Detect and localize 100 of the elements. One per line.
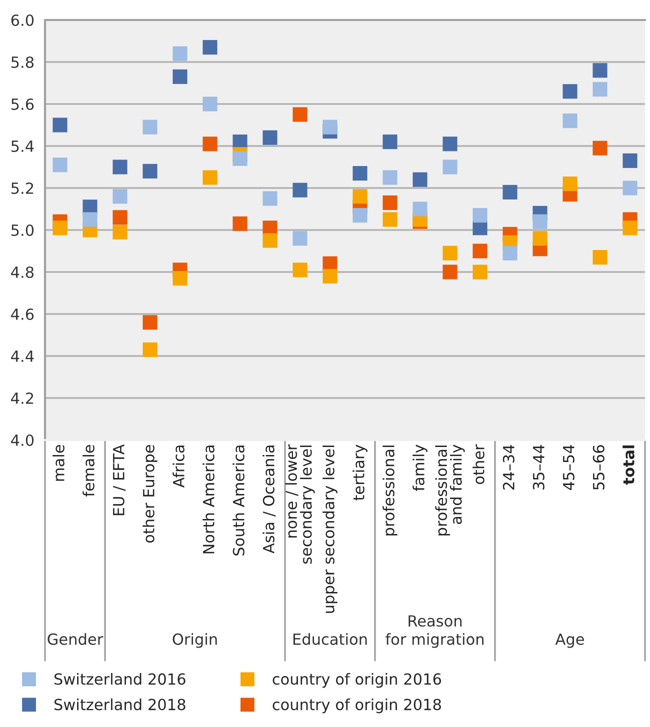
point <box>292 107 308 122</box>
point <box>622 180 638 196</box>
point <box>412 202 428 216</box>
y-tick-label: 4.0 <box>11 434 34 446</box>
point <box>112 224 128 240</box>
point <box>142 315 158 330</box>
point <box>592 250 608 265</box>
point <box>142 164 158 178</box>
point <box>52 158 68 172</box>
y-tick-label: 4.2 <box>11 392 34 404</box>
legend-label: country of origin 2016 <box>272 672 442 688</box>
point <box>382 134 398 150</box>
legend-label: country of origin 2018 <box>272 698 441 714</box>
point <box>502 246 518 260</box>
point <box>202 170 218 185</box>
x-tick-label: EU / EFTA <box>113 444 126 516</box>
point <box>622 220 638 236</box>
y-tick-label: 5.6 <box>11 98 34 110</box>
text: Reason for migration <box>386 615 484 648</box>
point <box>562 84 578 99</box>
x-tick-label: 45–54 <box>563 445 574 490</box>
point <box>292 262 308 278</box>
y-tick-label: 6.0 <box>11 14 34 26</box>
point <box>232 151 248 166</box>
point <box>352 208 368 223</box>
point <box>322 120 338 134</box>
point <box>382 195 398 210</box>
x-tick-label: 55–66 <box>592 445 604 490</box>
x-tick-label: Asia / Oceania <box>262 446 276 554</box>
point <box>112 160 128 174</box>
y-tick-label: 5.8 <box>11 56 34 68</box>
point <box>292 231 308 246</box>
point <box>442 246 458 260</box>
point <box>112 210 128 225</box>
point <box>472 208 488 223</box>
x-tick-label: none / lower secondary level <box>285 444 315 564</box>
y-tick-label: 5.4 <box>11 140 34 152</box>
point <box>592 140 608 156</box>
x-tick-label: North America <box>202 446 214 554</box>
point <box>292 182 308 198</box>
text: Gender <box>48 633 104 645</box>
point <box>262 233 278 248</box>
x-tick-label: 35–44 <box>532 445 544 490</box>
x-tick-label: tertiary <box>352 444 368 500</box>
point <box>202 96 218 112</box>
x-tick-label: female <box>82 445 94 497</box>
point <box>172 271 188 286</box>
point <box>352 189 368 204</box>
x-tick-label: family <box>412 444 428 492</box>
x-tick-label: total <box>622 445 634 485</box>
x-tick-label: professional and family <box>435 444 465 536</box>
point <box>52 220 68 236</box>
point <box>382 212 398 227</box>
point <box>82 212 98 227</box>
point <box>142 120 158 134</box>
x-tick-label: other <box>472 444 484 484</box>
legend-label: Switzerland 2016 <box>54 672 186 685</box>
legend-label: Switzerland 2018 <box>54 698 186 710</box>
point <box>472 264 488 280</box>
point <box>232 216 248 231</box>
point <box>262 191 278 206</box>
point <box>442 136 458 152</box>
point <box>412 172 428 187</box>
y-tick-label: 4.6 <box>11 308 34 320</box>
text: Education <box>293 633 367 645</box>
x-tick-label: South America <box>232 446 244 556</box>
point <box>592 63 608 78</box>
point <box>592 82 608 97</box>
point <box>52 118 68 132</box>
x-tick-label: upper secondary level <box>322 446 338 613</box>
x-tick-label: other Europe <box>142 445 158 543</box>
point <box>142 342 158 357</box>
y-tick-label: 4.4 <box>11 350 34 362</box>
y-tick-label: 5.2 <box>11 182 34 194</box>
point <box>322 268 338 284</box>
point <box>262 130 278 145</box>
point <box>532 214 548 229</box>
point <box>562 176 578 192</box>
point <box>382 170 398 185</box>
point <box>622 153 638 168</box>
point <box>202 136 218 152</box>
x-tick-label: male <box>52 445 64 481</box>
point <box>352 166 368 181</box>
text: Age <box>555 634 584 648</box>
point <box>442 160 458 174</box>
point <box>112 189 128 204</box>
point <box>472 244 488 258</box>
point <box>532 231 548 246</box>
point <box>442 264 458 280</box>
x-tick-label: professional <box>382 446 398 536</box>
point <box>172 69 188 84</box>
point <box>172 46 188 61</box>
text: Origin <box>172 633 217 648</box>
point <box>502 184 518 200</box>
point <box>202 40 218 55</box>
y-tick-label: 4.8 <box>11 266 34 278</box>
point <box>562 114 578 128</box>
x-tick-label: 24–34 <box>502 445 514 490</box>
x-tick-label: Africa <box>172 446 184 488</box>
y-tick-label: 5.0 <box>11 224 34 236</box>
